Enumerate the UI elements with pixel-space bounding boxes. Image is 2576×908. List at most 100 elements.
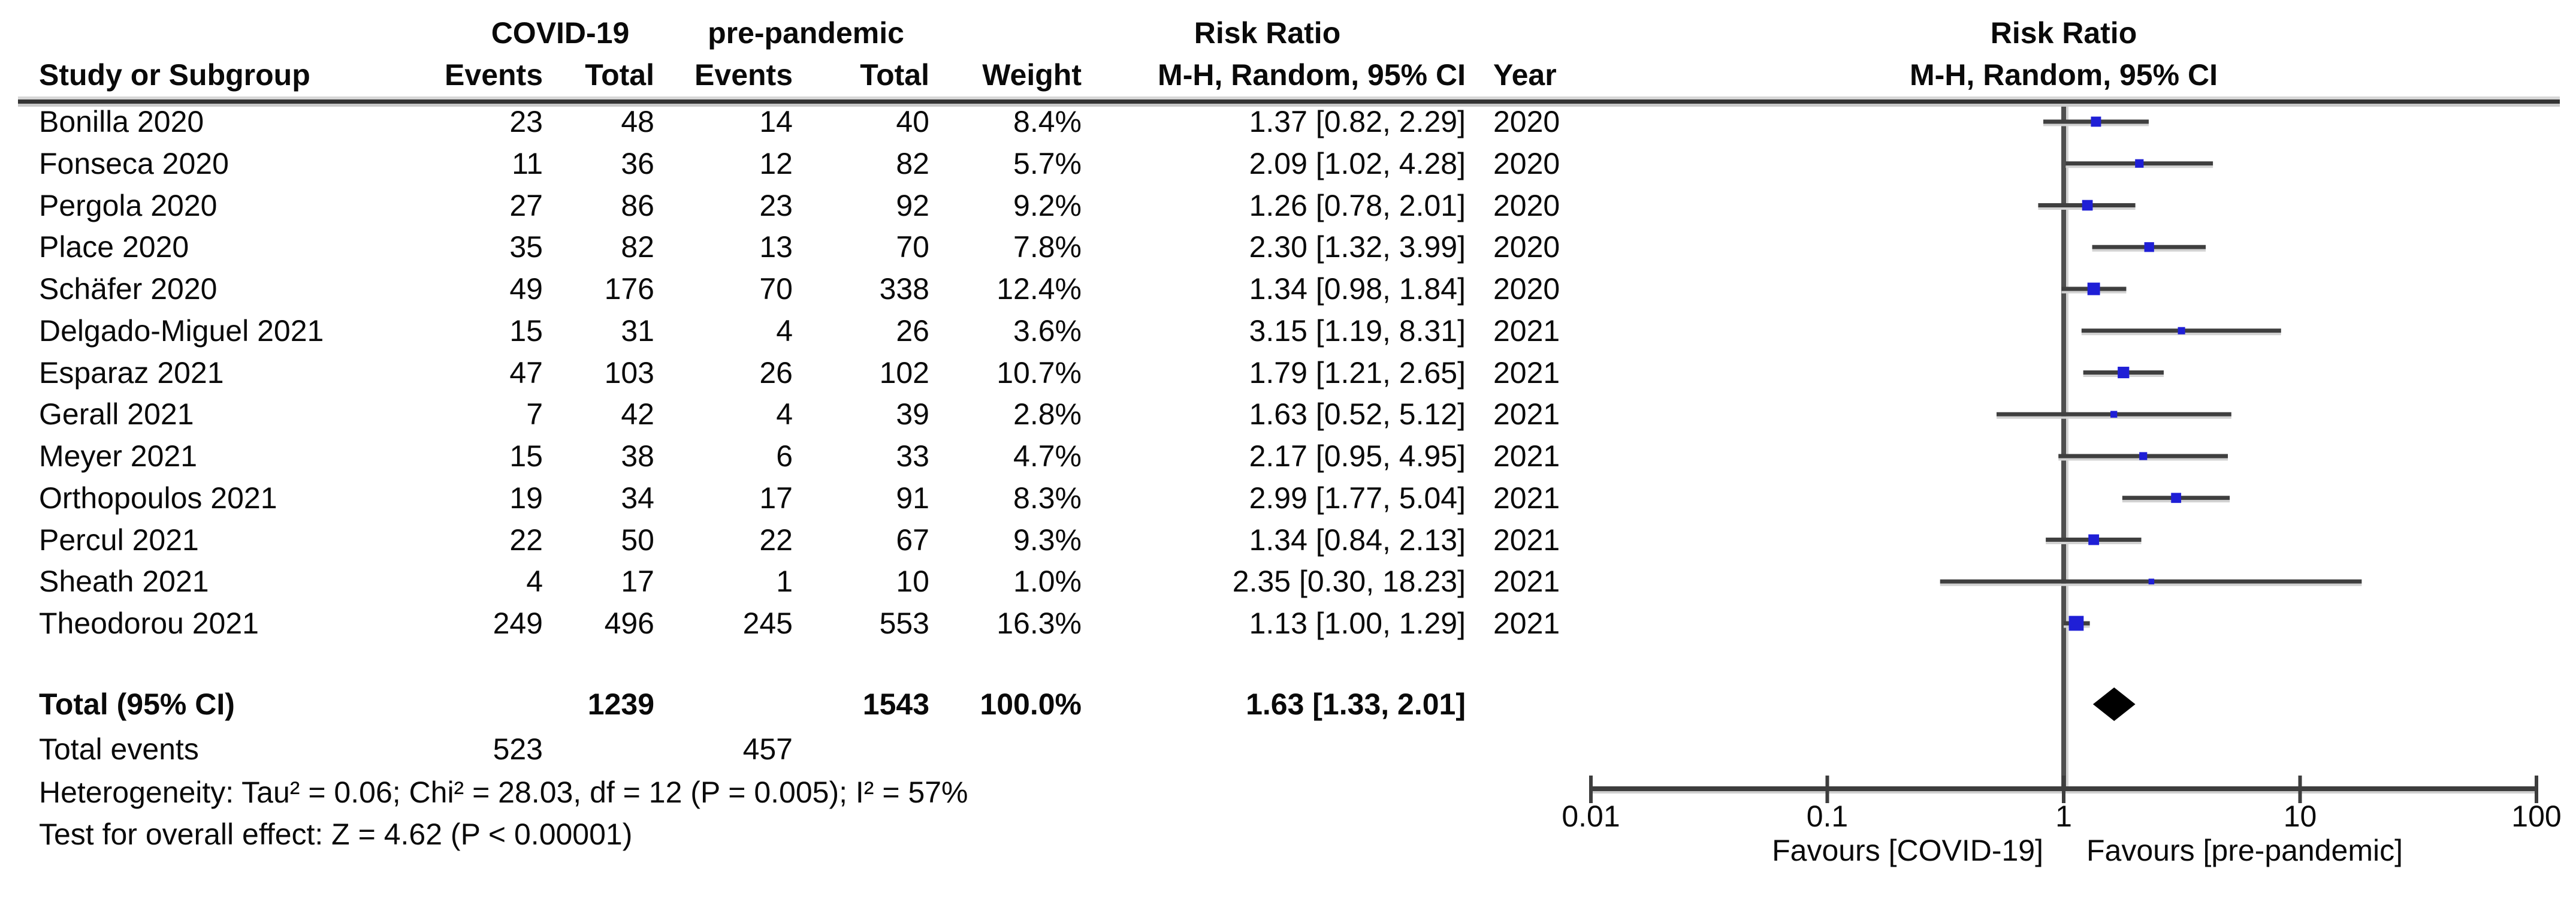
- rr-ci-cell: 1.34 [0.84, 2.13]: [1249, 523, 1466, 557]
- study-name-cell: Orthopoulos 2021: [39, 481, 277, 515]
- effect-square: [2144, 242, 2154, 252]
- weight-cell: 9.2%: [1013, 188, 1082, 222]
- pooled-diamond: [2092, 687, 2136, 721]
- total-events-prepandemic: 457: [742, 732, 793, 766]
- effect-square: [2118, 366, 2130, 379]
- col-header-year: Year: [1493, 58, 1557, 92]
- weight-cell: 8.4%: [1013, 105, 1082, 138]
- total-covid-cell: 496: [604, 607, 654, 640]
- study-name-cell: Pergola 2020: [39, 188, 218, 222]
- weight-cell: 16.3%: [996, 607, 1082, 640]
- events-covid-cell: 27: [509, 188, 543, 222]
- rr-ci-cell: 1.13 [1.00, 1.29]: [1249, 607, 1466, 640]
- weight-cell: 8.3%: [1013, 481, 1082, 515]
- events-covid-cell: 15: [509, 439, 543, 473]
- effect-square: [2091, 116, 2101, 127]
- rr-ci-cell: 2.17 [0.95, 4.95]: [1249, 439, 1466, 473]
- total-prepandemic-cell: 338: [879, 272, 929, 306]
- total-prepandemic-cell: 67: [896, 523, 929, 557]
- events-prepandemic-cell: 6: [776, 439, 793, 473]
- events-covid-cell: 23: [509, 105, 543, 138]
- header-rule-highlight: [18, 96, 2560, 99]
- total-covid-cell: 176: [604, 272, 654, 306]
- total-covid-cell: 31: [621, 313, 654, 348]
- study-name-cell: Schäfer 2020: [39, 272, 218, 306]
- year-cell: 2021: [1493, 481, 1560, 515]
- plot-title: Risk Ratio: [1990, 16, 2137, 50]
- risk-ratio-column-title: Risk Ratio: [1194, 16, 1341, 50]
- effect-square: [2087, 282, 2100, 295]
- year-cell: 2020: [1493, 146, 1560, 180]
- effect-square: [2139, 452, 2148, 460]
- axis-tick-label: 0.1: [1806, 800, 1849, 833]
- total-prepandemic-cell: 33: [896, 439, 929, 473]
- total-row-label: Total (95% CI): [39, 687, 235, 721]
- col-header-total-prepandemic: Total: [860, 58, 929, 92]
- total-events-covid: 523: [493, 732, 543, 766]
- col-header-events-covid: Events: [445, 58, 543, 92]
- axis-tick-label: 1: [2055, 800, 2072, 833]
- favours-left-label: Favours [COVID-19]: [1772, 834, 2043, 867]
- events-prepandemic-cell: 23: [759, 188, 793, 222]
- effect-square: [2110, 411, 2118, 418]
- study-name-cell: Theodorou 2021: [39, 607, 259, 640]
- axis-tick: [1825, 776, 1829, 803]
- ci-line-shadow: [1940, 583, 2362, 586]
- study-name-cell: Percul 2021: [39, 523, 199, 557]
- study-name-cell: Esparaz 2021: [39, 355, 224, 390]
- total-prepandemic-cell: 82: [896, 146, 929, 180]
- rr-ci-cell: 1.26 [0.78, 2.01]: [1249, 188, 1466, 222]
- year-cell: 2021: [1493, 565, 1560, 599]
- events-covid-cell: 47: [509, 355, 543, 390]
- events-prepandemic-cell: 17: [759, 481, 793, 515]
- year-cell: 2020: [1493, 188, 1560, 222]
- null-effect-line-shadow: [2066, 107, 2068, 789]
- events-prepandemic-cell: 26: [759, 355, 793, 390]
- axis-tick: [2298, 776, 2302, 803]
- effect-square: [2068, 616, 2084, 631]
- total-covid-cell: 34: [621, 481, 654, 515]
- study-name-cell: Fonseca 2020: [39, 146, 229, 180]
- rr-ci-cell: 1.34 [0.98, 1.84]: [1249, 272, 1466, 306]
- header-rule: [18, 99, 2560, 104]
- events-prepandemic-cell: 4: [776, 397, 793, 432]
- events-prepandemic-cell: 70: [759, 272, 793, 306]
- total-covid-cell: 48: [621, 105, 654, 138]
- events-prepandemic-cell: 1: [776, 565, 793, 599]
- effect-square: [2178, 327, 2185, 334]
- total-prepandemic-cell: 553: [879, 607, 929, 640]
- weight-cell: 4.7%: [1013, 439, 1082, 473]
- year-cell: 2021: [1493, 523, 1560, 557]
- header-rule-shadow: [18, 104, 2560, 107]
- total-covid-cell: 86: [621, 188, 654, 222]
- total-covid-cell: 82: [621, 230, 654, 264]
- rr-ci-cell: 2.35 [0.30, 18.23]: [1232, 565, 1466, 599]
- total-covid-cell: 17: [621, 565, 654, 599]
- col-header-study: Study or Subgroup: [39, 58, 310, 92]
- events-covid-cell: 4: [526, 565, 543, 599]
- weight-cell: 1.0%: [1013, 565, 1082, 599]
- total-covid-n: 1239: [587, 687, 654, 721]
- effect-square: [2148, 578, 2155, 584]
- events-covid-cell: 11: [512, 146, 543, 180]
- group-header-prepandemic: pre-pandemic: [708, 16, 904, 50]
- col-header-total-covid: Total: [585, 58, 654, 92]
- total-rr-ci: 1.63 [1.33, 2.01]: [1246, 687, 1466, 721]
- study-name-cell: Meyer 2021: [39, 439, 198, 473]
- effect-square: [2088, 534, 2100, 545]
- events-prepandemic-cell: 22: [759, 523, 793, 557]
- total-prepandemic-cell: 10: [896, 565, 929, 599]
- year-cell: 2020: [1493, 105, 1560, 138]
- total-covid-cell: 50: [621, 523, 654, 557]
- year-cell: 2021: [1493, 355, 1560, 390]
- col-header-weight: Weight: [982, 58, 1082, 92]
- year-cell: 2021: [1493, 607, 1560, 640]
- total-prepandemic-cell: 70: [896, 230, 929, 264]
- events-covid-cell: 35: [509, 230, 543, 264]
- total-covid-cell: 42: [621, 397, 654, 432]
- rr-ci-cell: 1.63 [0.52, 5.12]: [1249, 397, 1466, 432]
- overall-effect-test: Test for overall effect: Z = 4.62 (P < 0…: [39, 817, 633, 851]
- rr-ci-cell: 2.99 [1.77, 5.04]: [1249, 481, 1466, 515]
- total-covid-cell: 103: [604, 355, 654, 390]
